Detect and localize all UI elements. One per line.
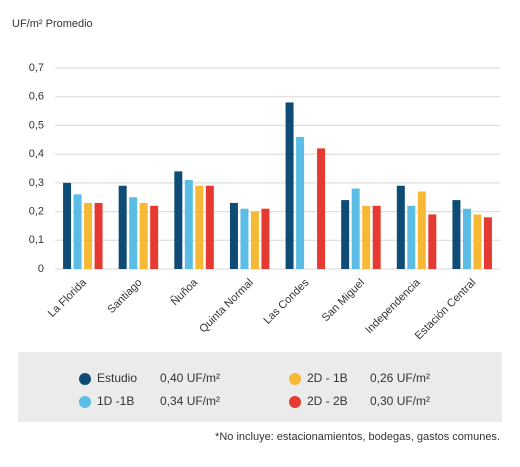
bar: [129, 197, 138, 269]
x-tick-label: Las Condes: [261, 276, 311, 326]
y-axis-label: UF/m² Promedio: [12, 18, 93, 30]
bar: [362, 205, 371, 269]
legend-marker: [289, 396, 301, 408]
legend-box: [18, 352, 502, 422]
legend-label: 1D -1B: [97, 394, 134, 408]
bar: [261, 208, 270, 269]
bar: [139, 202, 148, 269]
legend-label: Estudio: [97, 371, 137, 385]
bar: [229, 202, 238, 269]
legend-summary: 0,30 UF/m²: [370, 394, 430, 408]
x-tick-label: Independencia: [363, 276, 423, 336]
bar: [84, 202, 93, 269]
bar: [483, 217, 492, 269]
bar: [150, 205, 159, 269]
bar: [317, 148, 326, 269]
legend-marker: [79, 396, 91, 408]
bar: [396, 185, 405, 269]
legend-marker: [289, 373, 301, 385]
x-tick-label: Quinta Normal: [197, 277, 256, 336]
bar: [94, 202, 103, 269]
bar: [372, 205, 381, 269]
legend-summary: 0,26 UF/m²: [370, 371, 430, 385]
bar: [205, 185, 214, 269]
bar: [428, 214, 437, 269]
bar: [341, 200, 350, 269]
bar: [250, 211, 259, 269]
x-tick-label: Ñuñoa: [168, 275, 201, 308]
y-tick-label: 0,1: [29, 234, 44, 246]
bar: [73, 194, 82, 269]
bar: [118, 185, 127, 269]
bar: [296, 136, 305, 269]
y-tick-label: 0,4: [29, 148, 44, 160]
bar: [462, 208, 471, 269]
y-tick-label: 0: [38, 263, 44, 275]
bar: [417, 191, 426, 269]
legend-summary: 0,40 UF/m²: [160, 371, 220, 385]
x-tick-label: Santiago: [105, 277, 144, 316]
legend-marker: [79, 373, 91, 385]
bar: [63, 182, 72, 269]
legend-label: 2D - 2B: [307, 394, 348, 408]
legend-summary: 0,34 UF/m²: [160, 394, 220, 408]
bar: [473, 214, 482, 269]
bar: [351, 188, 360, 269]
bar: [407, 205, 416, 269]
bar: [240, 208, 249, 269]
y-tick-label: 0,7: [29, 62, 44, 74]
x-tick-label: Estación Central: [413, 277, 479, 343]
bar: [184, 179, 193, 269]
x-tick-label: La Florida: [46, 276, 90, 320]
bar: [452, 200, 461, 269]
footnote: *No incluye: estacionamientos, bodegas, …: [215, 431, 500, 443]
bar: [195, 185, 204, 269]
x-tick-label: San Miguel: [320, 277, 367, 324]
y-tick-label: 0,3: [29, 177, 44, 189]
y-tick-label: 0,2: [29, 205, 44, 217]
y-tick-label: 0,6: [29, 91, 44, 103]
y-tick-label: 0,5: [29, 119, 44, 131]
bar: [174, 171, 183, 269]
bar: [285, 102, 294, 269]
legend-label: 2D - 1B: [307, 371, 348, 385]
